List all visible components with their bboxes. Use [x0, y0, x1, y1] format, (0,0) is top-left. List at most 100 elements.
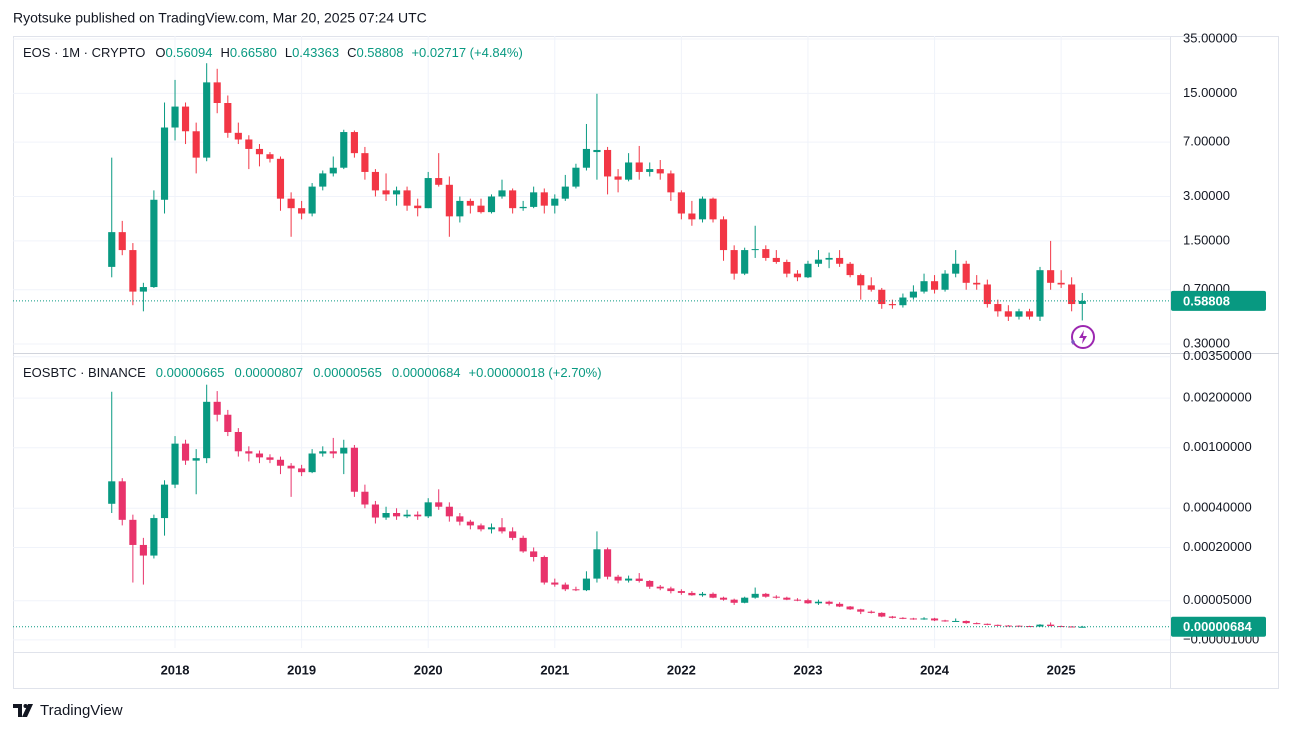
last-price-label: 0.00000684	[1183, 619, 1252, 634]
candle-body	[867, 285, 875, 290]
candle-body	[255, 148, 264, 155]
candle-body	[561, 584, 569, 590]
candle-body	[192, 458, 200, 461]
candle-body	[857, 275, 865, 286]
candle-body	[435, 178, 443, 185]
x-tick-label: 2018	[161, 662, 190, 677]
legend: EOS · 1M · CRYPTO O0.56094 H0.66580 L0.4336…	[23, 45, 523, 60]
candle-body	[1004, 625, 1012, 627]
candle-body	[751, 249, 759, 251]
candle-body	[530, 551, 538, 557]
x-tick-label: 2020	[414, 662, 443, 677]
candle-body	[139, 287, 147, 292]
candle-body	[677, 192, 685, 214]
candle-body	[582, 148, 591, 168]
candle-body	[487, 196, 496, 213]
candle-body	[899, 297, 907, 306]
y-tick-label: 15.00000	[1183, 85, 1237, 100]
chart-frame	[13, 36, 1279, 689]
legend-value: 0.58808	[356, 45, 403, 60]
candle-body	[635, 578, 643, 581]
legend-symbol: EOS · 1M · CRYPTO	[23, 45, 145, 60]
legend-value: 0.00000807	[234, 365, 303, 380]
candle-body	[477, 205, 485, 213]
y-tick-label: 0.00100000	[1183, 439, 1252, 454]
candle-body	[245, 139, 253, 149]
candle-body	[551, 198, 559, 206]
candle-body	[909, 291, 917, 298]
candle-body	[656, 586, 664, 589]
candle-body	[392, 190, 401, 195]
candle-body	[888, 616, 896, 618]
last-price-box	[1171, 616, 1266, 637]
candle-body	[825, 257, 833, 260]
candle-body	[371, 504, 379, 518]
candle-body	[1068, 284, 1076, 305]
x-tick-label: 2024	[920, 662, 950, 677]
legend-value: 0.43363	[292, 45, 339, 60]
candle-body	[730, 599, 738, 603]
candle-body	[371, 171, 379, 191]
lightning-icon	[1071, 325, 1095, 349]
candle-body	[1078, 626, 1086, 628]
legend-value: 0.00000665	[156, 365, 225, 380]
candle-body	[519, 206, 527, 209]
candle-body	[836, 603, 844, 607]
candle-body	[741, 597, 749, 603]
candle-body	[255, 453, 264, 458]
candle-body	[139, 544, 147, 556]
candle-body	[962, 620, 970, 624]
candle-body	[108, 232, 116, 267]
candle-body	[804, 600, 812, 604]
candle-body	[129, 250, 137, 292]
candle-body	[614, 576, 622, 581]
candle-body	[709, 198, 717, 220]
candle-body	[772, 257, 780, 262]
tv-logo	[13, 704, 33, 717]
candle-body	[825, 601, 833, 604]
y-tick-label: 0.00350000	[1183, 348, 1252, 363]
candle-body	[340, 447, 348, 454]
y-tick-label: 0.00005000	[1183, 592, 1252, 607]
candle-body	[952, 263, 960, 274]
y-tick-label: 35.00000	[1183, 30, 1237, 45]
candle-body	[762, 593, 770, 597]
legend-change: +0.02717 (+4.84%)	[411, 45, 522, 60]
candle-body	[561, 186, 569, 199]
candle-body	[604, 149, 612, 177]
candle-body	[867, 611, 875, 613]
candle-body	[298, 468, 306, 473]
candle-body	[456, 516, 464, 522]
legend-value: 0.66580	[230, 45, 277, 60]
candle-body	[108, 481, 116, 504]
candle-body	[783, 597, 791, 600]
candle-body	[340, 132, 348, 168]
candle-body	[719, 219, 728, 251]
candle-body	[1015, 311, 1023, 317]
legend-value: 0.00000565	[313, 365, 382, 380]
legend-key: H	[220, 45, 229, 60]
candle-body	[203, 401, 211, 459]
candle-body	[171, 443, 179, 485]
candle-body	[846, 606, 854, 610]
candle-body	[909, 618, 917, 620]
pane: 35.0000015.000007.000003.000001.500000.7…	[13, 30, 1266, 352]
candle-body	[466, 521, 474, 526]
y-tick-label: 0.30000	[1183, 335, 1230, 350]
y-tick-label: 3.00000	[1183, 188, 1230, 203]
legend-key: L	[285, 45, 292, 60]
candle-body	[604, 549, 612, 577]
candle-body	[150, 199, 158, 288]
candle-body	[234, 431, 242, 452]
y-tick-label: 7.00000	[1183, 134, 1230, 149]
candle-body	[1025, 311, 1034, 317]
candle-body	[625, 162, 633, 180]
candle-body	[181, 443, 190, 461]
candle-body	[762, 249, 770, 258]
candle-body	[287, 465, 295, 469]
candle-body	[614, 176, 622, 180]
candle-body	[160, 484, 169, 519]
candle-body	[213, 82, 221, 104]
